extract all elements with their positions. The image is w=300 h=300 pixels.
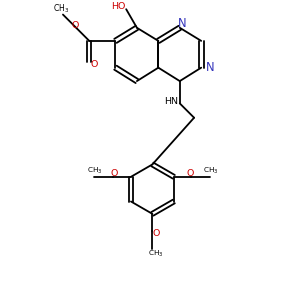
Text: O: O: [187, 169, 194, 178]
Text: O: O: [110, 169, 117, 178]
Text: CH$_3$: CH$_3$: [148, 249, 163, 260]
Text: CH$_3$: CH$_3$: [87, 166, 103, 176]
Text: O: O: [91, 60, 98, 69]
Text: CH$_3$: CH$_3$: [203, 166, 219, 176]
Text: O: O: [152, 229, 160, 238]
Text: HO: HO: [111, 2, 125, 11]
Text: N: N: [206, 61, 214, 74]
Text: O: O: [71, 21, 79, 30]
Text: N: N: [178, 17, 187, 30]
Text: CH$_3$: CH$_3$: [53, 3, 70, 16]
Text: HN: HN: [164, 98, 178, 106]
